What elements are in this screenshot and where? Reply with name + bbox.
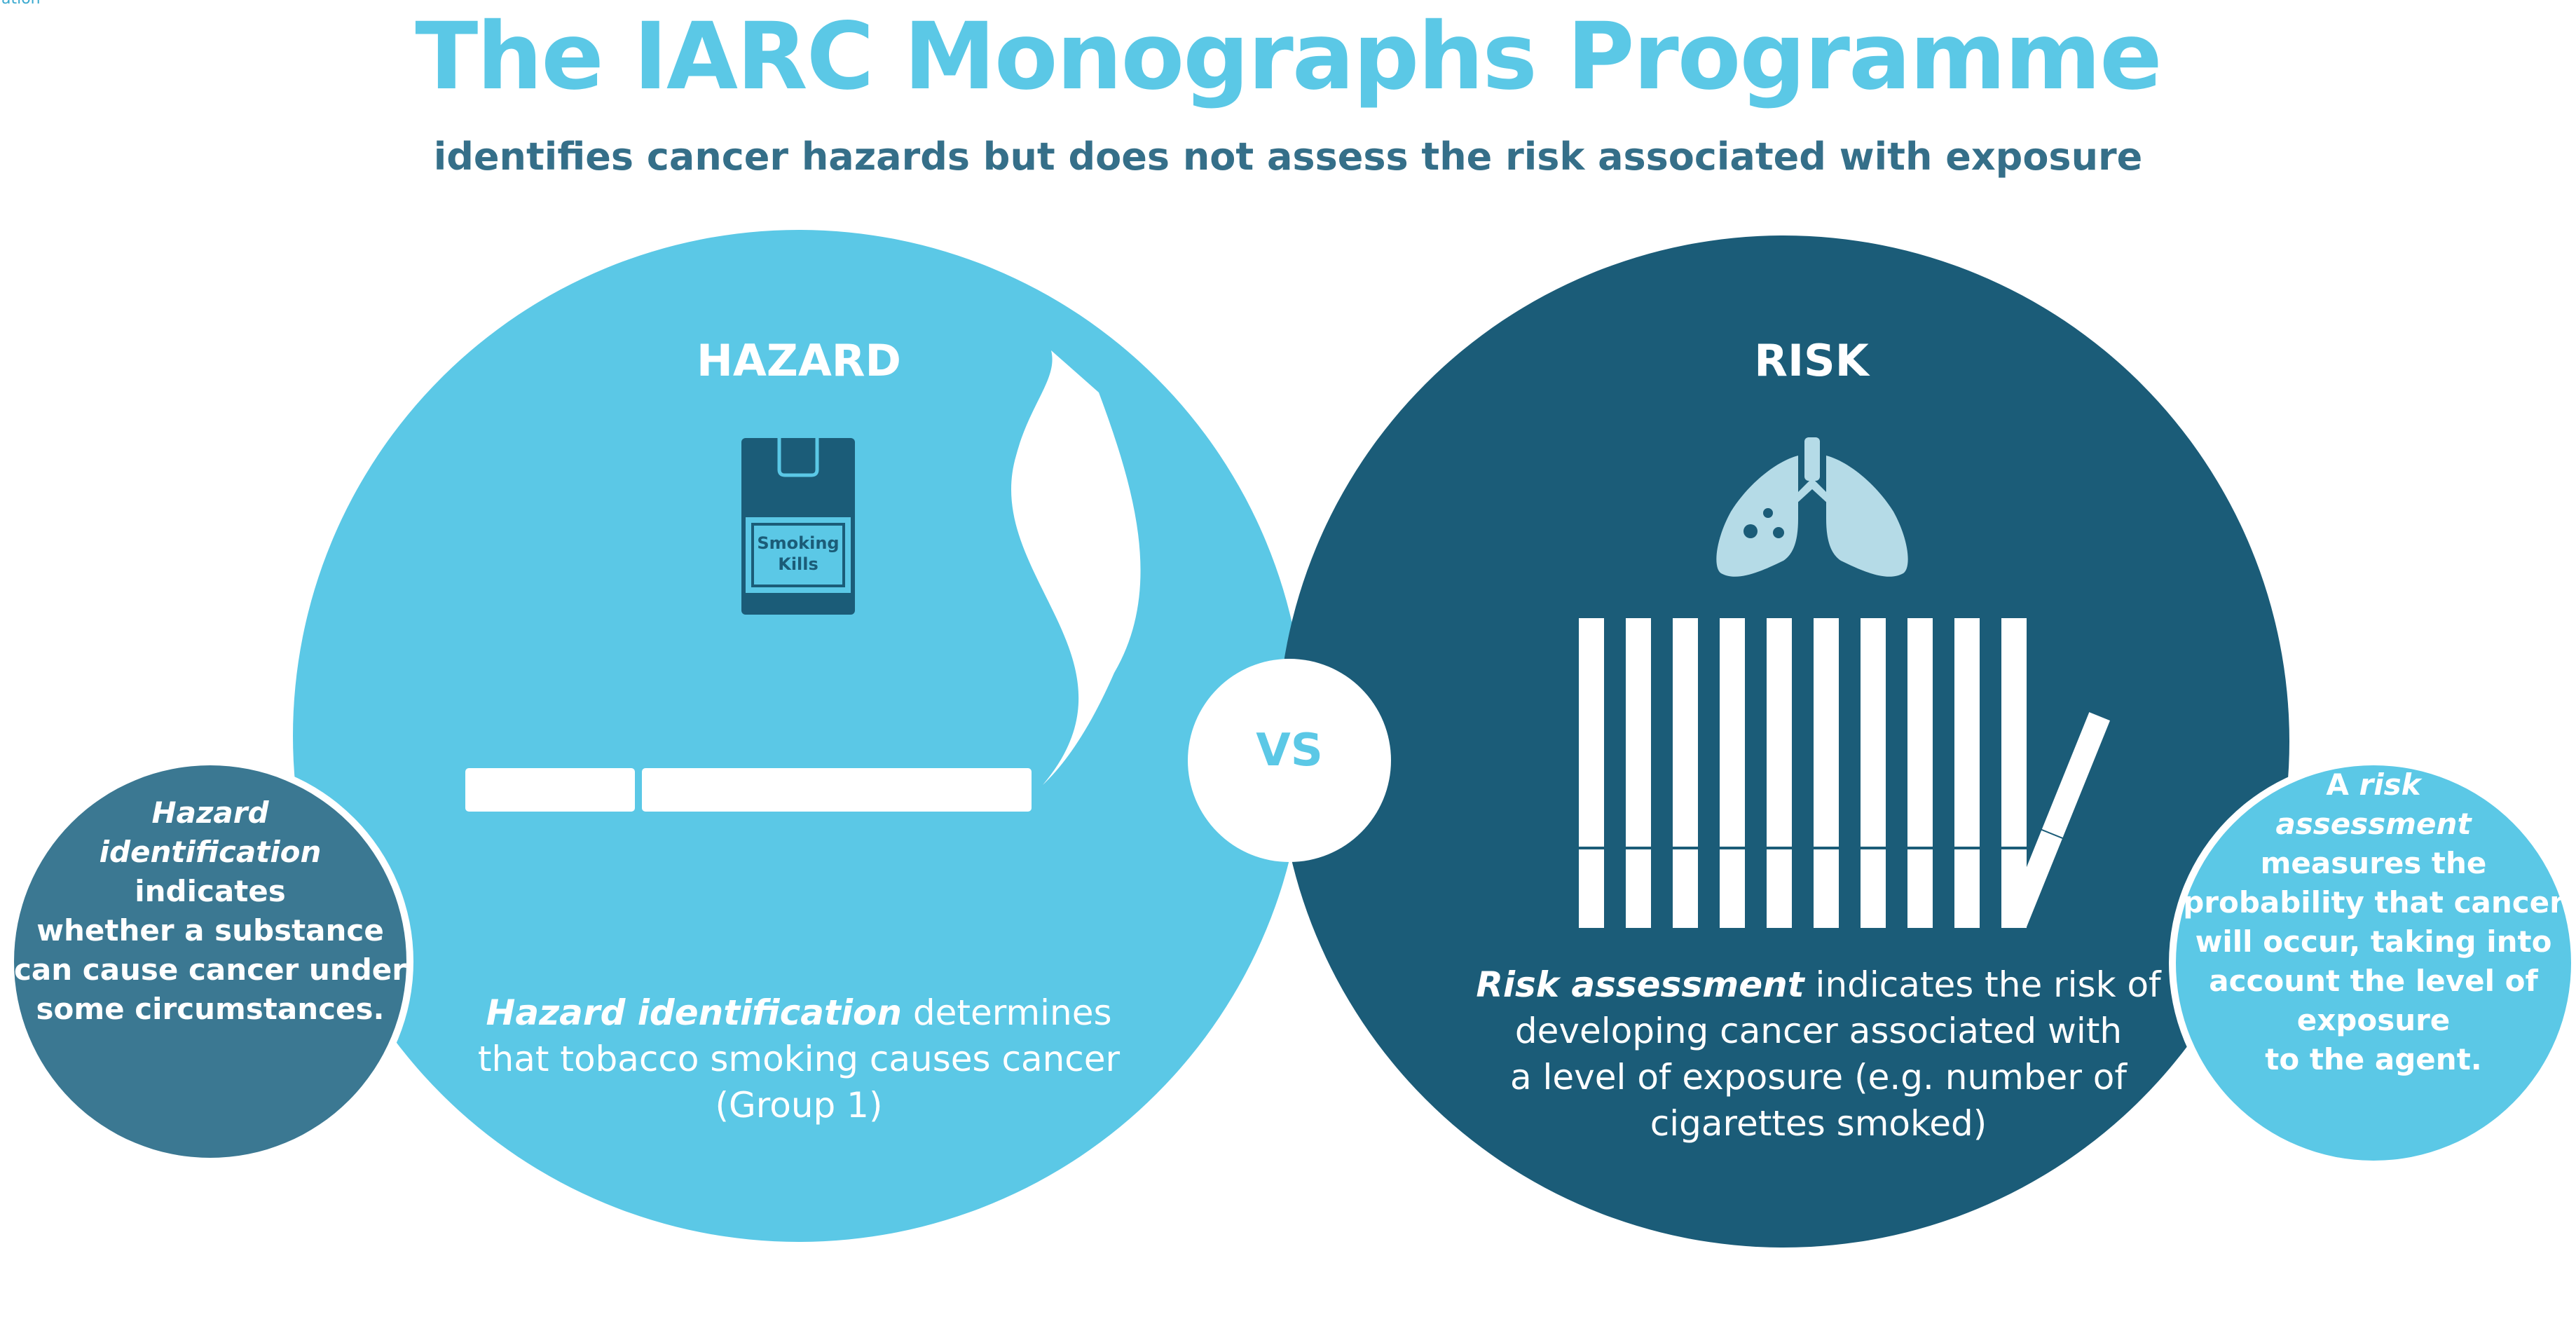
hazard-caption-emphasis: Hazard identification — [486, 992, 902, 1033]
hazard-caption-line-2: that tobacco smoking causes cancer — [477, 1039, 1121, 1079]
cigarette-body — [642, 768, 1032, 812]
right-info-prefix: A — [2326, 767, 2359, 802]
risk-caption-line-1-rest: indicates the risk of — [1804, 964, 2161, 1005]
left-info-line-4: whether a substance — [36, 913, 384, 948]
risk-cigarette-body — [1579, 618, 1604, 847]
risk-cigarette-filter — [1720, 849, 1745, 928]
left-info-text: Hazard identification indicates whether … — [14, 793, 406, 1029]
hazard-caption-line-1-rest: determines — [901, 992, 1112, 1033]
left-info-line-5: can cause cancer under — [14, 952, 406, 987]
right-info-line-7: exposure — [2296, 1003, 2451, 1037]
hazard-caption: Hazard identification determines that to… — [420, 990, 1177, 1128]
risk-caption-line-2: developing cancer associated with — [1514, 1011, 2123, 1051]
right-info-circle — [2176, 765, 2571, 1161]
risk-cigarette-filter — [1814, 849, 1839, 928]
left-info-line-6: some circumstances. — [36, 992, 385, 1026]
hazard-caption-line-1: Hazard identification determines — [420, 990, 1177, 1036]
risk-cigarette-body — [1673, 618, 1698, 847]
right-info-emphasis-1: risk — [2359, 767, 2421, 802]
lungs-icon — [1716, 437, 1908, 577]
page-title: The IARC Monographs Programme — [415, 3, 2162, 111]
right-info-line-4: probability that cancer — [2183, 885, 2564, 920]
vs-circle — [1198, 669, 1381, 852]
right-info-line-2: assessment — [2177, 805, 2570, 844]
risk-cigarette-filter — [1626, 849, 1651, 928]
risk-caption-line-3: a level of exposure (e.g. number of — [1510, 1057, 2127, 1098]
risk-caption-emphasis: Risk assessment — [1476, 964, 1804, 1005]
left-info-line-3: indicates — [135, 874, 286, 908]
right-info-line-3: measures the — [2260, 846, 2487, 880]
risk-cigarette-filter — [1767, 849, 1792, 928]
hazard-heading: HAZARD — [696, 335, 902, 386]
risk-cigarette-filter — [1579, 849, 1604, 928]
right-info-line-5: will occur, taking into — [2195, 924, 2552, 959]
left-info-line-1: Hazard — [14, 793, 406, 833]
pack-warning-label: Smoking Kills — [746, 533, 851, 575]
left-info-emphasis-1: Hazard — [151, 795, 269, 830]
risk-cigarette-body — [1861, 618, 1886, 847]
pack-warning-line-1: Smoking — [757, 533, 840, 553]
risk-cigarette-filter — [1861, 849, 1886, 928]
smoke-icon — [1011, 350, 1141, 785]
left-info-circle — [14, 765, 406, 1158]
tilted-cigarette-icon — [2006, 712, 2111, 927]
risk-heading: RISK — [1754, 335, 1869, 386]
risk-cigarette-body — [1907, 618, 1933, 847]
vs-label: VS — [1256, 725, 1323, 777]
risk-cigarette-filter — [1673, 849, 1698, 928]
risk-caption-line-1: Risk assessment indicates the risk of — [1430, 962, 2207, 1008]
pack-warning-line-2: Kills — [778, 554, 818, 574]
risk-cigarette-body — [1626, 618, 1651, 847]
page-subtitle: identifies cancer hazards but does not a… — [433, 135, 2143, 179]
right-info-text: A risk assessment measures the probabili… — [2177, 765, 2570, 1079]
right-info-line-8: to the agent. — [2265, 1042, 2482, 1077]
cigarette-pack-icon — [741, 438, 855, 615]
risk-cigarettes — [1579, 618, 2027, 928]
risk-cigarette-body — [2001, 618, 2027, 847]
right-info-line-6: account the level of — [2209, 964, 2538, 998]
left-info-emphasis-2: identification — [99, 835, 322, 869]
corner-fragment-text: ation — [1, 0, 41, 8]
right-info-emphasis-2: assessment — [2275, 807, 2472, 841]
risk-cigarette-body — [1954, 618, 1980, 847]
risk-cigarette-body — [1720, 618, 1745, 847]
risk-cigarette-body — [1767, 618, 1792, 847]
left-info-line-2: identification — [14, 833, 406, 872]
risk-caption-line-4: cigarettes smoked) — [1650, 1103, 1987, 1144]
right-info-line-1: A risk — [2177, 765, 2570, 805]
risk-cigarette-body — [1814, 618, 1839, 847]
risk-cigarette-filter — [1954, 849, 1980, 928]
cigarette-filter — [465, 768, 635, 812]
hazard-caption-line-3: (Group 1) — [715, 1085, 883, 1126]
risk-caption: Risk assessment indicates the risk of de… — [1430, 962, 2207, 1147]
risk-cigarette-filter — [1907, 849, 1933, 928]
